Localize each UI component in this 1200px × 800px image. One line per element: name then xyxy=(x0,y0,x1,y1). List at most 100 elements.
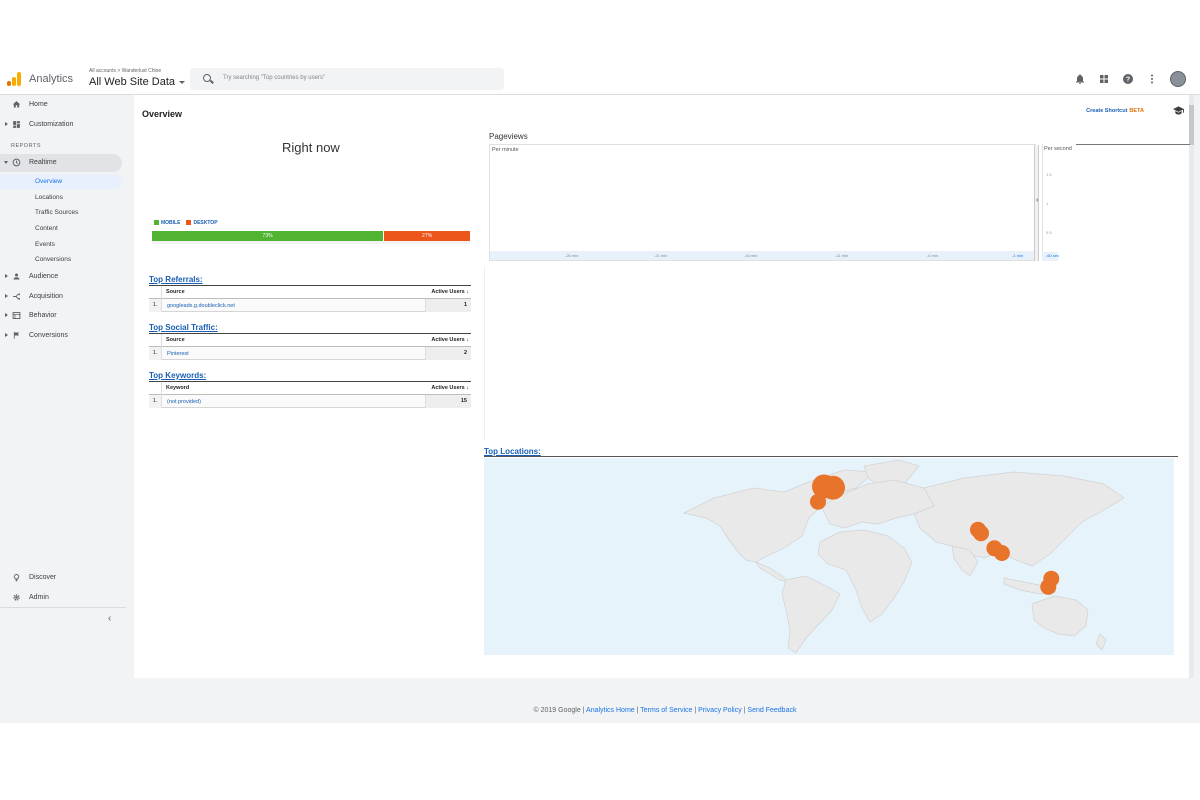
sidebar-item-label: Audience xyxy=(29,273,59,280)
chart-splitter[interactable] xyxy=(1034,145,1039,261)
column-header-active-users[interactable]: Active Users ↓ xyxy=(431,289,469,295)
sidebar-item-label: Customization xyxy=(29,121,74,128)
send-feedback-link[interactable]: Send Feedback xyxy=(747,707,797,714)
sidebar-item-discover[interactable]: Discover xyxy=(0,569,122,587)
sidebar-subitem-label: Conversions xyxy=(35,256,72,263)
x-tick: -6 min xyxy=(927,253,939,258)
copyright-text: © 2019 Google | xyxy=(533,707,585,714)
x-tick: -16 min xyxy=(744,253,758,258)
device-split-bar: 73% 27% xyxy=(152,231,470,241)
home-icon xyxy=(12,100,21,109)
chevron-right-icon[interactable]: › xyxy=(1036,197,1039,204)
sidebar-item-acquisition[interactable]: Acquisition xyxy=(0,288,122,306)
privacy-policy-link[interactable]: Privacy Policy xyxy=(698,707,742,714)
more-vert-icon[interactable] xyxy=(1146,73,1158,85)
table-header: Source Active Users ↓ xyxy=(149,286,471,299)
column-header-keyword: Keyword xyxy=(166,385,190,391)
world-map[interactable] xyxy=(484,458,1174,655)
education-cap-icon[interactable] xyxy=(1173,106,1184,117)
top-icons: ? xyxy=(1074,71,1186,87)
location-marker[interactable] xyxy=(821,475,845,500)
sidebar-item-customization[interactable]: Customization xyxy=(0,116,122,134)
collapse-arrow-icon xyxy=(4,161,8,164)
sidebar-subitem-content[interactable]: Content xyxy=(0,221,122,236)
table-header: Keyword Active Users ↓ xyxy=(149,382,471,395)
search-box[interactable]: Try searching "Top countries by users" xyxy=(190,68,504,90)
svg-text:?: ? xyxy=(1126,77,1130,84)
location-marker[interactable] xyxy=(993,545,1010,561)
desktop-share-segment: 27% xyxy=(384,231,470,241)
row-number: 1. xyxy=(149,347,162,360)
avatar[interactable] xyxy=(1170,71,1186,87)
sidebar-subitem-label: Traffic Sources xyxy=(35,209,79,216)
empty-panel xyxy=(484,267,1034,440)
column-header-active-users[interactable]: Active Users ↓ xyxy=(431,385,469,391)
sidebar-subitem-events[interactable]: Events xyxy=(0,237,122,252)
report-content: Overview Create Shortcut BETA Right now M… xyxy=(134,95,1194,686)
sidebar-subitem-conversions[interactable]: Conversions xyxy=(0,252,122,267)
top-locations-title[interactable]: Top Locations: xyxy=(484,447,541,456)
clock-icon xyxy=(12,158,21,167)
keyword-link[interactable]: (not provided) xyxy=(167,399,201,405)
location-marker[interactable] xyxy=(973,525,989,542)
scrollbar-thumb[interactable] xyxy=(1189,105,1194,145)
active-users-value: 1 xyxy=(425,299,471,312)
create-shortcut-link[interactable]: Create Shortcut BETA xyxy=(1086,108,1144,114)
location-marker[interactable] xyxy=(810,493,826,510)
expand-arrow-icon xyxy=(5,333,8,337)
view-selector[interactable]: All Web Site Data xyxy=(89,76,186,88)
location-marker[interactable] xyxy=(1040,578,1057,595)
search-input[interactable]: Try searching "Top countries by users" xyxy=(223,75,326,81)
content-bottom-bar xyxy=(134,678,1194,686)
bell-icon[interactable] xyxy=(1074,73,1086,85)
sidebar-item-admin[interactable]: Admin xyxy=(0,589,122,607)
legend-desktop: DESKTOP xyxy=(186,220,218,226)
location-markers xyxy=(810,474,1060,595)
terms-of-service-link[interactable]: Terms of Service xyxy=(640,707,693,714)
top-bar: Analytics All accounts > Wanderlust Chlo… xyxy=(0,63,1200,95)
analytics-logo-icon[interactable] xyxy=(7,72,21,86)
source-link[interactable]: googleads.g.doubleclick.net xyxy=(167,303,235,309)
page-scrollbar[interactable] xyxy=(1189,95,1194,686)
sidebar-divider xyxy=(0,607,126,608)
sidebar-item-audience[interactable]: Audience xyxy=(0,268,122,286)
source-link[interactable]: Pinterest xyxy=(167,351,189,357)
behavior-icon xyxy=(12,311,21,320)
top-keywords-title[interactable]: Top Keywords: xyxy=(149,371,207,380)
table-row: 1. googleads.g.doubleclick.net 1 xyxy=(149,299,471,312)
view-name: All Web Site Data xyxy=(89,76,176,88)
africa-shape xyxy=(817,529,913,623)
split-bar-shadow xyxy=(152,241,470,244)
sidebar-item-conversions[interactable]: Conversions xyxy=(0,327,122,345)
brand-name[interactable]: Analytics xyxy=(29,73,74,85)
flag-icon xyxy=(12,331,21,340)
collapse-sidebar-icon[interactable]: ‹ xyxy=(108,613,112,624)
create-shortcut-label: Create Shortcut xyxy=(1086,108,1128,114)
account-breadcrumb[interactable]: All accounts > Wanderlust Chloe xyxy=(89,68,162,74)
top-referrals-title[interactable]: Top Referrals: xyxy=(149,275,203,284)
sidebar-item-behavior[interactable]: Behavior xyxy=(0,307,122,325)
sidebar-subitem-label: Locations xyxy=(35,194,63,201)
active-users-value: 2 xyxy=(425,347,471,360)
continents xyxy=(682,459,1125,654)
sidebar-subitem-label: Content xyxy=(35,225,58,232)
apps-grid-icon[interactable] xyxy=(1098,73,1110,85)
sidebar-item-label: Realtime xyxy=(29,159,57,166)
sidebar-item-label: Acquisition xyxy=(29,293,63,300)
pageviews-title: Pageviews xyxy=(489,132,528,141)
expand-arrow-icon xyxy=(5,274,8,278)
sidebar-subitem-traffic-sources[interactable]: Traffic Sources xyxy=(0,205,122,220)
sidebar-subitem-locations[interactable]: Locations xyxy=(0,190,122,205)
sidebar-item-home[interactable]: Home xyxy=(0,96,122,114)
sidebar-item-realtime[interactable]: Realtime xyxy=(0,154,122,172)
column-header-active-users[interactable]: Active Users ↓ xyxy=(431,337,469,343)
top-social-title[interactable]: Top Social Traffic: xyxy=(149,323,218,332)
analytics-home-link[interactable]: Analytics Home xyxy=(586,707,635,714)
active-users-value: 15 xyxy=(425,395,471,408)
x-tick: -11 min xyxy=(835,253,849,258)
beta-badge: BETA xyxy=(1129,108,1144,114)
help-icon[interactable]: ? xyxy=(1122,73,1134,85)
new-zealand-shape xyxy=(1095,633,1107,651)
sidebar-subitem-overview[interactable]: Overview xyxy=(0,174,122,189)
sidebar-item-label: Behavior xyxy=(29,312,57,319)
